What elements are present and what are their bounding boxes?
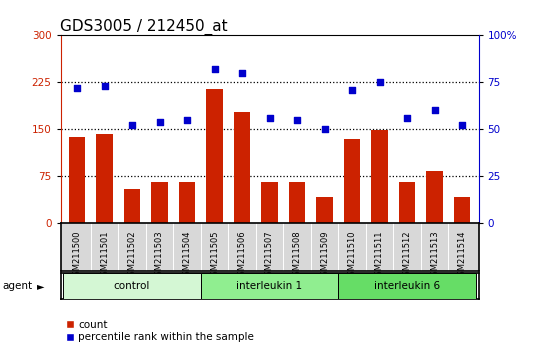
Bar [151, 182, 168, 223]
Text: GSM211501: GSM211501 [100, 230, 109, 281]
Bar [179, 182, 195, 223]
Bar [316, 197, 333, 223]
Point [100, 83, 109, 89]
Bar [454, 197, 470, 223]
Bar [289, 182, 305, 223]
Text: interleukin 6: interleukin 6 [374, 281, 440, 291]
Text: GSM211502: GSM211502 [128, 230, 136, 281]
Text: GSM211506: GSM211506 [238, 230, 246, 281]
Bar [399, 182, 415, 223]
Text: ►: ► [37, 281, 45, 291]
Point [155, 119, 164, 125]
Bar [234, 112, 250, 223]
Text: GSM211511: GSM211511 [375, 230, 384, 281]
Point [238, 70, 246, 76]
Text: GSM211504: GSM211504 [183, 230, 191, 281]
Point [183, 117, 191, 123]
Bar [261, 182, 278, 223]
Point [265, 115, 274, 121]
Text: control: control [114, 281, 150, 291]
Point [430, 108, 439, 113]
Bar [338, 273, 476, 299]
Point [128, 122, 136, 128]
Text: GSM211512: GSM211512 [403, 230, 411, 281]
Bar [206, 88, 223, 223]
Bar [96, 133, 113, 223]
Bar [426, 171, 443, 223]
Point [293, 117, 301, 123]
Point [320, 126, 329, 132]
Bar [371, 131, 388, 223]
Text: GSM211503: GSM211503 [155, 230, 164, 281]
Text: GSM211500: GSM211500 [73, 230, 81, 281]
Text: GDS3005 / 212450_at: GDS3005 / 212450_at [60, 19, 228, 35]
Bar [344, 138, 360, 223]
Bar [201, 273, 338, 299]
Point [210, 66, 219, 72]
Point [73, 85, 81, 91]
Text: interleukin 1: interleukin 1 [236, 281, 302, 291]
Point [348, 87, 356, 93]
Point [375, 79, 384, 85]
Text: GSM211514: GSM211514 [458, 230, 466, 281]
Text: GSM211507: GSM211507 [265, 230, 274, 281]
Text: GSM211509: GSM211509 [320, 230, 329, 281]
Text: GSM211513: GSM211513 [430, 230, 439, 281]
Text: GSM211505: GSM211505 [210, 230, 219, 281]
Text: GSM211510: GSM211510 [348, 230, 356, 281]
Text: GSM211508: GSM211508 [293, 230, 301, 281]
Point [403, 115, 411, 121]
Point [458, 122, 466, 128]
Legend: count, percentile rank within the sample: count, percentile rank within the sample [65, 320, 254, 342]
Text: agent: agent [3, 281, 33, 291]
Bar [69, 137, 85, 223]
Bar [63, 273, 201, 299]
Bar [124, 189, 140, 223]
